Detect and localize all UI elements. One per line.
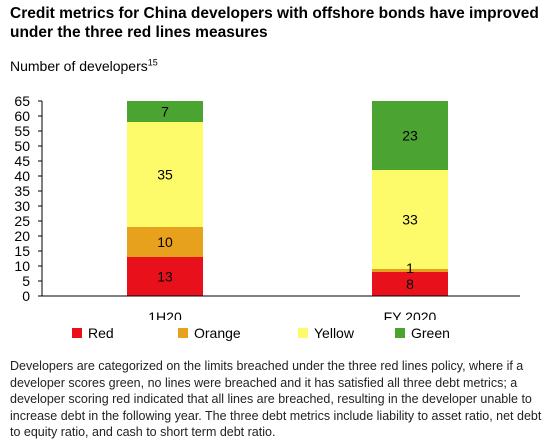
y-tick-label: 0 — [22, 288, 30, 304]
legend-label: Green — [411, 325, 450, 341]
data-label: 13 — [157, 269, 173, 285]
y-tick-label: 45 — [14, 153, 30, 169]
bar-segment-green — [127, 101, 203, 122]
y-tick-label: 35 — [14, 183, 30, 199]
data-label: 7 — [161, 104, 169, 120]
y-tick-label: 10 — [14, 258, 30, 274]
units-label: Number of developers15 — [10, 58, 158, 74]
y-tick-label: 5 — [22, 273, 30, 289]
bar-segment-yellow — [127, 122, 203, 227]
legend-swatch — [72, 328, 82, 338]
legend-label: Orange — [194, 325, 241, 341]
legend: Red Orange Yellow Green — [0, 323, 552, 343]
y-tick-label: 30 — [14, 198, 30, 214]
footnote: Developers are categorized on the limits… — [10, 359, 542, 439]
data-label: 35 — [157, 167, 173, 183]
legend-swatch — [395, 328, 405, 338]
data-label: 33 — [402, 212, 418, 228]
units-text: Number of developers — [10, 58, 148, 74]
units-footnote-ref: 15 — [147, 57, 158, 68]
legend-swatch — [298, 328, 308, 338]
y-tick-label: 15 — [14, 243, 30, 259]
x-tick-label: 1H20 — [148, 309, 182, 320]
bar-segment-orange — [127, 227, 203, 257]
bars: 13 10 35 7 81 33 23 — [127, 101, 448, 296]
y-tick-label: 25 — [14, 213, 30, 229]
y-tick-label: 55 — [14, 123, 30, 139]
y-tick-label: 20 — [14, 228, 30, 244]
y-tick-label: 60 — [14, 108, 30, 124]
legend-swatch — [178, 328, 188, 338]
bar-segment-red — [372, 272, 448, 296]
data-label: 10 — [157, 234, 173, 250]
x-axis: 1H20 FY 2020 — [42, 295, 520, 320]
y-tick-label: 40 — [14, 168, 30, 184]
data-label: 23 — [402, 128, 418, 144]
legend-label: Yellow — [314, 325, 354, 341]
y-tick-label: 50 — [14, 138, 30, 154]
data-label: 8 — [406, 276, 414, 292]
chart-title: Credit metrics for China developers with… — [10, 5, 539, 41]
bar-segment-yellow — [372, 170, 448, 269]
x-tick-label: FY 2020 — [384, 309, 437, 320]
y-tick-label: 65 — [14, 93, 30, 109]
bar-segment-green — [372, 101, 448, 170]
bar-segment-orange — [372, 269, 448, 272]
bar-segment-red — [127, 257, 203, 296]
legend-label: Red — [88, 325, 114, 341]
data-label: 1 — [406, 260, 414, 276]
